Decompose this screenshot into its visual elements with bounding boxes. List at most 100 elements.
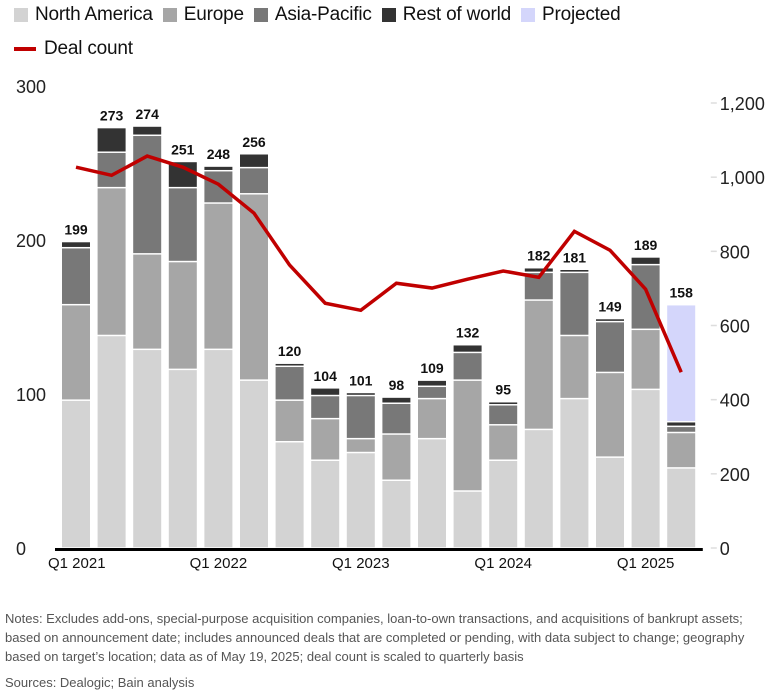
- bar-segment-rest-of-world: [62, 242, 90, 247]
- bar-segment-asia-pacific: [382, 403, 411, 434]
- x-axis-tick-label: Q1 2021: [48, 555, 106, 572]
- legend-item-rest-of-world: Rest of world: [381, 4, 511, 26]
- legend-item-deal-count: Deal count: [14, 38, 133, 60]
- bar-segment-asia-pacific: [62, 248, 90, 304]
- bar-segment-north-america: [631, 390, 660, 548]
- bar-segment-rest-of-world: [382, 397, 411, 403]
- legend-item-asia-pacific: Asia-Pacific: [253, 4, 372, 26]
- bar-segment-europe: [667, 433, 696, 468]
- y2-axis-tick-label: 200: [720, 465, 750, 485]
- bar-total-label: 256: [242, 134, 266, 150]
- bar-total-label: 251: [171, 141, 195, 157]
- bar-total-label: 149: [598, 299, 622, 315]
- bar-total-label: 181: [563, 249, 587, 265]
- bar-segment-europe: [97, 188, 126, 335]
- legend-swatch-rest-of-world: [381, 8, 396, 22]
- legend: North America Europe Asia-Pacific Rest o…: [14, 2, 774, 70]
- bar-segment-north-america: [311, 460, 340, 548]
- bar-segment-asia-pacific: [596, 322, 624, 372]
- bar-segment-north-america: [382, 480, 411, 548]
- bar-segment-asia-pacific: [133, 136, 162, 254]
- deal-count-line-group: [75, 154, 683, 373]
- bar-segment-asia-pacific: [204, 171, 233, 203]
- bar-total-label: 248: [207, 146, 231, 162]
- bar-segment-north-america: [596, 457, 624, 548]
- bar-segment-rest-of-world: [489, 402, 518, 405]
- legend-item-projected: Projected: [521, 4, 621, 26]
- bar-total-label: 189: [634, 237, 658, 253]
- bar-segment-europe: [133, 254, 162, 349]
- bar-total-label: 182: [527, 248, 551, 264]
- bar-total-label: 104: [314, 368, 338, 384]
- legend-swatch-asia-pacific: [253, 8, 268, 22]
- legend-row-regions: North America Europe Asia-Pacific Rest o…: [14, 2, 774, 28]
- bar-segment-asia-pacific: [631, 265, 660, 329]
- y2-axis-tick-label: 800: [720, 242, 750, 262]
- bar-segment-north-america: [62, 400, 90, 548]
- bar-segment-asia-pacific: [560, 273, 589, 335]
- bar-segment-north-america: [524, 430, 553, 548]
- bars-group: [62, 126, 696, 548]
- axes-group: 0 100 200 300 0 200 400 600 800 1,000 1,200 Q1 2021…: [16, 77, 765, 572]
- bar-segment-europe: [346, 439, 375, 452]
- bar-segment-europe: [311, 419, 340, 460]
- bar-segment-north-america: [240, 380, 268, 548]
- legend-item-north-america: North America: [14, 4, 153, 26]
- bar-segment-projected: [667, 305, 696, 421]
- bar-segment-asia-pacific: [418, 387, 446, 398]
- legend-item-europe: Europe: [162, 4, 244, 26]
- bar-segment-rest-of-world: [240, 154, 268, 167]
- legend-label: Deal count: [44, 38, 133, 59]
- y-axis-tick-label: 200: [16, 231, 46, 251]
- legend-swatch-europe: [162, 8, 177, 22]
- y-axis-tick-label: 100: [16, 385, 46, 405]
- bar-total-label: 101: [349, 372, 373, 388]
- y-axis-tick-label: 0: [16, 539, 26, 559]
- bar-segment-europe: [560, 336, 589, 398]
- bar-segment-europe: [524, 300, 553, 429]
- bar-segment-rest-of-world: [560, 270, 589, 272]
- legend-swatch-projected: [521, 8, 535, 22]
- legend-label: Europe: [183, 4, 244, 25]
- chart-sources: Sources: Dealogic; Bain analysis: [5, 675, 195, 690]
- y-axis-tick-label: 300: [16, 77, 46, 97]
- bar-segment-rest-of-world: [631, 257, 660, 264]
- bar-segment-north-america: [275, 442, 304, 548]
- bar-segment-asia-pacific: [346, 396, 375, 438]
- bar-segment-north-america: [168, 370, 197, 548]
- bar-total-label: 95: [495, 382, 511, 398]
- legend-label: Projected: [542, 4, 621, 25]
- x-axis-tick-label: Q1 2025: [617, 555, 675, 572]
- bar-segment-rest-of-world: [524, 268, 553, 272]
- bar-segment-rest-of-world: [97, 128, 126, 152]
- bar-segment-asia-pacific: [168, 188, 197, 261]
- bar-total-label: 273: [100, 108, 124, 124]
- bar-segment-asia-pacific: [489, 405, 518, 425]
- y2-axis-tick-label: 400: [720, 391, 750, 411]
- bar-segment-north-america: [560, 399, 589, 548]
- bar-segment-europe: [204, 203, 233, 349]
- bar-segment-asia-pacific: [311, 396, 340, 418]
- bar-total-label: 132: [456, 325, 480, 341]
- bar-segment-rest-of-world: [667, 422, 696, 426]
- y2-axis-tick-label: 1,000: [720, 168, 765, 188]
- bar-segment-north-america: [204, 350, 233, 548]
- bar-segment-north-america: [489, 460, 518, 548]
- bar-segment-north-america: [97, 336, 126, 548]
- legend-label: Rest of world: [402, 4, 511, 25]
- bar-segment-europe: [62, 305, 90, 400]
- bar-segment-europe: [596, 373, 624, 457]
- legend-swatch-deal-count: [14, 47, 36, 51]
- bar-total-label: 120: [278, 343, 302, 359]
- bar-segment-europe: [453, 380, 482, 491]
- bar-segment-north-america: [418, 439, 446, 548]
- chart-notes: Notes: Excludes add-ons, special-purpose…: [5, 611, 745, 664]
- y2-axis-tick-label: 0: [720, 539, 730, 559]
- bar-segment-north-america: [453, 491, 482, 548]
- bar-segment-rest-of-world: [346, 393, 375, 395]
- x-axis-tick-label: Q1 2024: [474, 555, 532, 572]
- bar-total-label: 98: [389, 377, 405, 393]
- bar-segment-rest-of-world: [275, 363, 304, 366]
- y2-axis-tick-label: 600: [720, 317, 750, 337]
- bar-segment-europe: [168, 262, 197, 369]
